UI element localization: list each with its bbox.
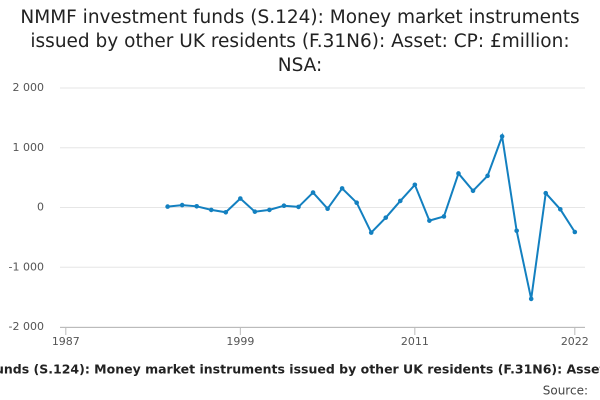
data-point [223, 209, 229, 215]
data-point [368, 230, 374, 235]
data-point [267, 207, 272, 213]
data-point [398, 198, 403, 204]
data-point [165, 204, 170, 209]
data-point [499, 134, 505, 139]
data-point [427, 218, 432, 223]
data-point [470, 188, 476, 194]
y-tick-label: 0 [37, 201, 44, 214]
x-tick-label: 1987 [52, 335, 80, 348]
data-point [514, 228, 519, 234]
data-point [310, 190, 316, 195]
x-tick-label: 2022 [561, 335, 589, 348]
data-point [456, 171, 461, 176]
data-point [485, 173, 490, 179]
x-tick-label: 2011 [401, 335, 429, 348]
data-point [238, 196, 243, 201]
data-line [167, 132, 576, 300]
data-point [572, 229, 578, 235]
data-point [557, 206, 563, 212]
source: Source: [543, 384, 588, 398]
data-point [252, 209, 258, 214]
data-point [325, 206, 330, 211]
data-point [296, 204, 301, 210]
data-point [281, 203, 287, 209]
data-point [528, 296, 534, 302]
data-point [179, 202, 185, 208]
chart-title: NMMF investment funds (S.124): Money mar… [20, 7, 580, 76]
data-point [339, 186, 345, 191]
x-axis-label: NMMF investment funds (S.124): Money mar… [0, 362, 600, 377]
data-point [412, 182, 418, 188]
y-tick-label: -2 000 [9, 320, 44, 333]
data-point [441, 214, 447, 219]
data-point [194, 204, 200, 209]
data-point [543, 190, 549, 196]
data-point [354, 200, 359, 206]
y-tick-label: 2 000 [13, 81, 45, 94]
y-tick-label: -1 000 [9, 260, 44, 273]
y-tick-label: 1 000 [13, 141, 45, 154]
x-tick-label: 1999 [226, 335, 254, 348]
data-point [208, 207, 214, 213]
data-point [383, 215, 389, 220]
